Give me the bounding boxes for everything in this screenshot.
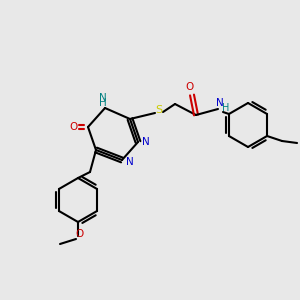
- Text: O: O: [185, 82, 193, 92]
- Text: N: N: [216, 98, 224, 108]
- Text: H: H: [99, 98, 107, 108]
- Text: O: O: [70, 122, 78, 132]
- Text: O: O: [75, 229, 83, 239]
- Text: S: S: [155, 105, 163, 115]
- Text: H: H: [222, 103, 230, 113]
- Text: N: N: [126, 157, 134, 167]
- Text: N: N: [99, 93, 107, 103]
- Text: N: N: [142, 137, 150, 147]
